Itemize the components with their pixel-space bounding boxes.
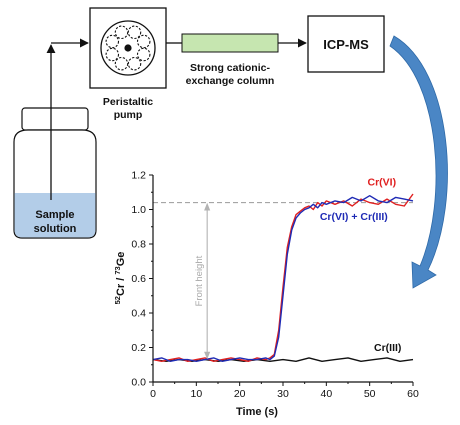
curved-arrow-shape [389,35,448,289]
inlet-tubing [46,38,89,200]
series-labels: Cr(VI) Cr(VI) + Cr(III) Cr(III) [320,176,402,354]
y-axis-label: 52Cr / 73Ge [113,252,127,305]
chromatogram-chart: 0 10 20 30 40 50 60 0.0 0.2 0.4 0.6 0.8 1.0 1.2 Time … [113,170,419,418]
pump-roller [105,34,120,49]
y-tick-label: 0.8 [131,239,146,251]
pump-roller [136,34,151,49]
x-tick-label: 50 [364,388,376,400]
y-tick-label: 0.6 [131,273,146,285]
icp-ms-detector: ICP-MS [307,15,385,73]
y-tick-label: 0.2 [131,342,146,354]
x-tick-label: 0 [150,388,156,400]
sample-bottle: Sample solution [13,107,97,239]
pump-rollers [105,25,151,71]
front-height-label: Front height [194,255,205,306]
bottle-cap [21,107,89,131]
x-tick-label: 60 [407,388,419,400]
cation-exchange-column: Strong cationic- exchange column [181,33,279,87]
pump-label-line2: pump [114,109,143,121]
series-label-1: Cr(VI) + Cr(III) [320,211,388,223]
x-tick-label: 20 [234,388,246,400]
bottle-liquid [14,193,96,238]
pump-rotor-center [124,44,132,52]
column-label-line2: exchange column [186,75,275,87]
front-height-annotation: Front height [194,202,211,360]
icp-ms-box [307,15,385,73]
series-label-0: Cr(VI) [368,176,397,188]
column-label-line1: Strong cationic- [190,62,270,74]
sample-label-line2: solution [34,223,77,235]
pump-roller [105,47,120,62]
pump-label-line1: Peristaltic [103,96,153,108]
pump-roller [114,56,129,71]
x-axis-label: Time (s) [236,406,278,418]
y-tick-label: 0.0 [131,377,146,389]
y-tick-label: 1.0 [131,204,146,216]
pump-roller [136,47,151,62]
icp-ms-label: ICP-MS [323,37,369,52]
x-tick-label: 10 [190,388,202,400]
y-tick-label: 0.4 [131,308,146,320]
x-tick-label: 40 [320,388,332,400]
peristaltic-pump: Peristaltic pump [89,7,167,121]
curved-flow-arrow [389,35,448,289]
column-body [181,33,279,53]
chart-ticks: 0 10 20 30 40 50 60 0.0 0.2 0.4 0.6 0.8 1.0 1.2 [131,170,419,400]
x-tick-label: 30 [277,388,289,400]
pump-roller [114,25,129,40]
pump-roller [127,25,142,40]
series-label-2: Cr(III) [374,342,401,354]
y-tick-label: 1.2 [131,170,146,182]
pump-roller [127,56,142,71]
sample-label-line1: Sample [35,209,74,221]
